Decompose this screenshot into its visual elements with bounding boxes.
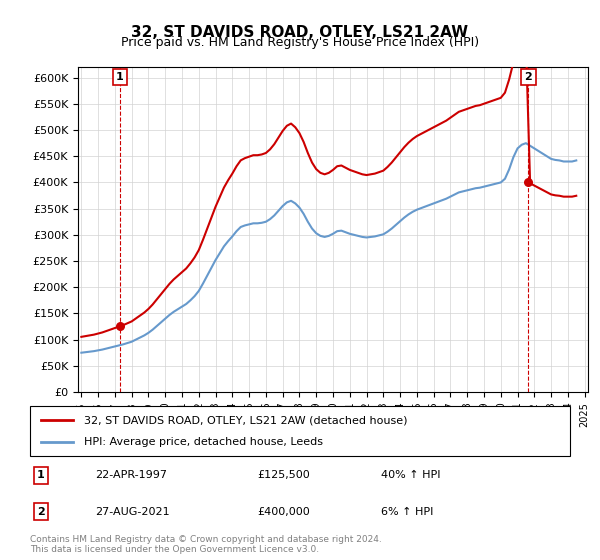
Text: Contains HM Land Registry data © Crown copyright and database right 2024.
This d: Contains HM Land Registry data © Crown c… (30, 535, 382, 554)
Text: 2: 2 (37, 507, 44, 517)
Text: £125,500: £125,500 (257, 470, 310, 480)
Text: 1: 1 (37, 470, 44, 480)
Text: 32, ST DAVIDS ROAD, OTLEY, LS21 2AW (detached house): 32, ST DAVIDS ROAD, OTLEY, LS21 2AW (det… (84, 415, 407, 425)
Text: 22-APR-1997: 22-APR-1997 (95, 470, 167, 480)
Point (115, 322, 125, 331)
Point (524, 178, 533, 187)
Text: 1: 1 (116, 72, 124, 82)
FancyBboxPatch shape (30, 406, 570, 456)
Text: HPI: Average price, detached house, Leeds: HPI: Average price, detached house, Leed… (84, 437, 323, 447)
Text: 6% ↑ HPI: 6% ↑ HPI (381, 507, 433, 517)
Text: 2: 2 (524, 72, 532, 82)
Text: 27-AUG-2021: 27-AUG-2021 (95, 507, 169, 517)
Text: 40% ↑ HPI: 40% ↑ HPI (381, 470, 440, 480)
Text: Price paid vs. HM Land Registry's House Price Index (HPI): Price paid vs. HM Land Registry's House … (121, 36, 479, 49)
Text: £400,000: £400,000 (257, 507, 310, 517)
Text: 32, ST DAVIDS ROAD, OTLEY, LS21 2AW: 32, ST DAVIDS ROAD, OTLEY, LS21 2AW (131, 25, 469, 40)
